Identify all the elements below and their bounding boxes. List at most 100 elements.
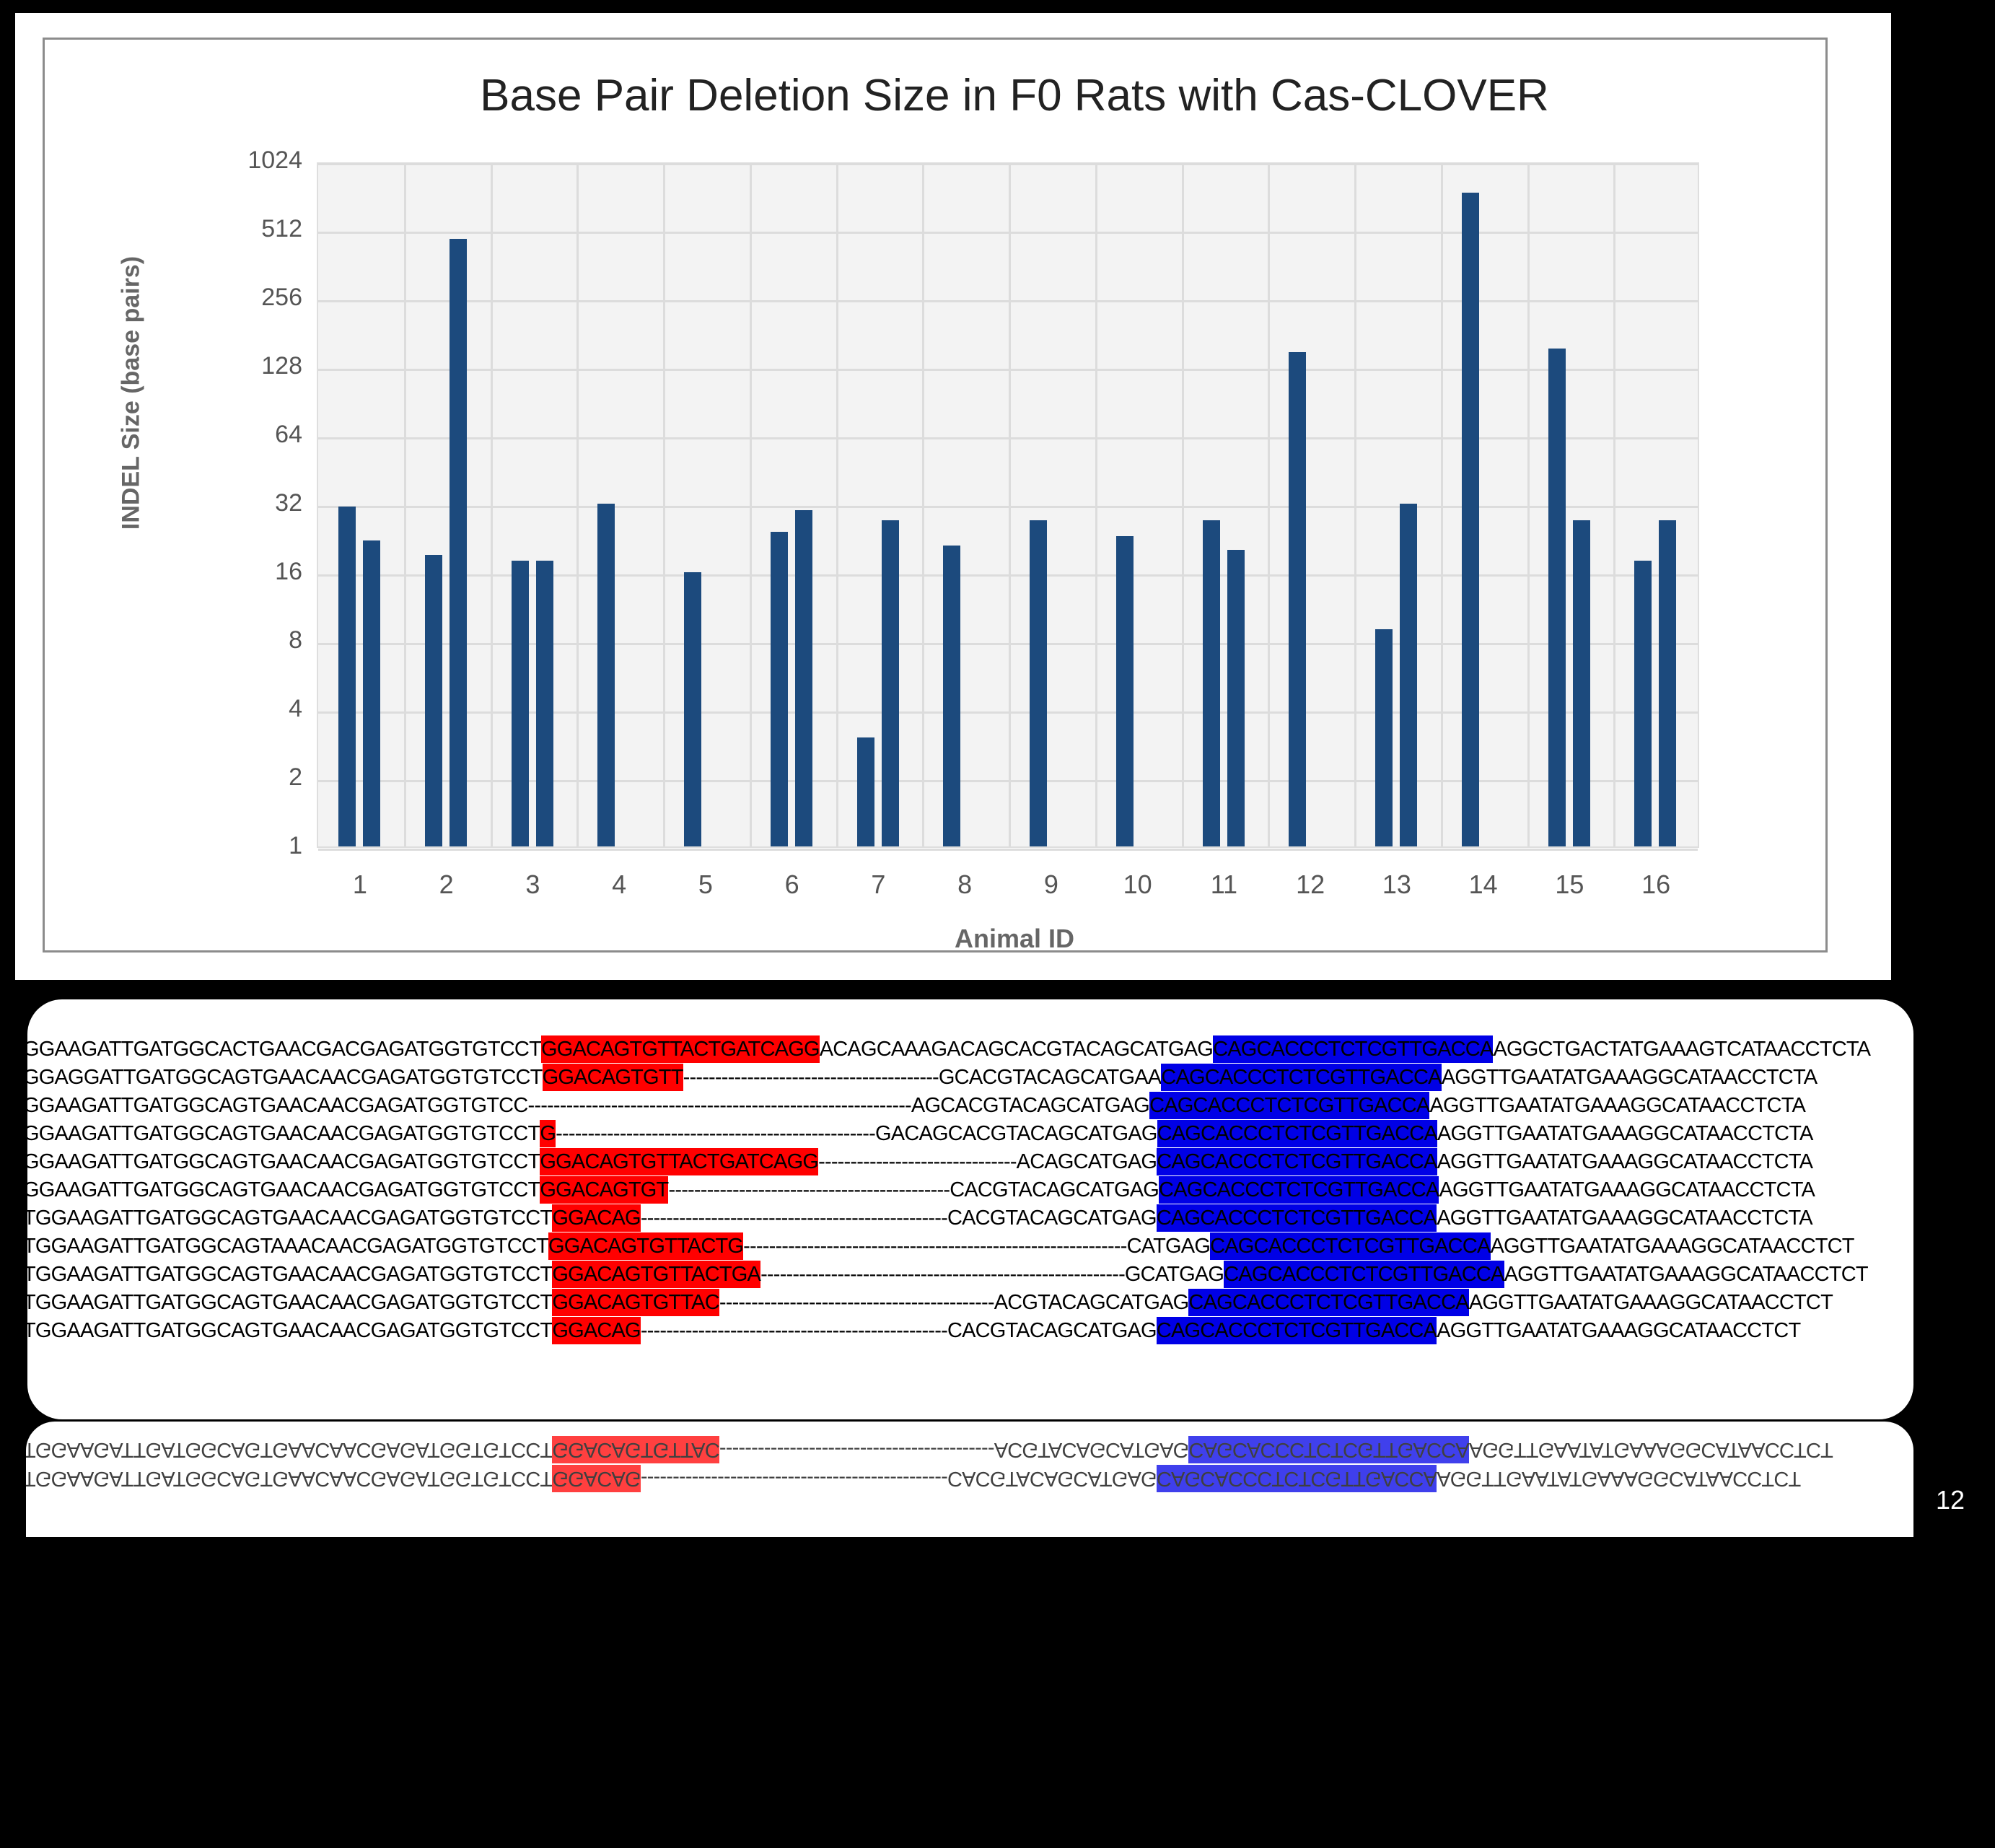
sequence-mid-segment: ----------------------------------------… — [719, 1438, 1189, 1461]
gridline-vertical — [1009, 164, 1011, 846]
y-tick-label: 128 — [261, 352, 302, 380]
sequence-row: TGGAAGATTGATGGCAGTGAACAACGAGATGGTGTCCTGG… — [27, 1261, 1869, 1288]
sequence-row: GGAAGATTGATGGCACTGAACGACGAGATGGTGTCCTGGA… — [27, 1035, 1871, 1063]
sequence-post-segment: AGGTTGAATATGAAAGGCATAACCTCTA — [1437, 1122, 1813, 1145]
sequence-pre-segment: TGGAAGATTGATGGCAGTGAACAACGAGATGGTGTCCT — [27, 1291, 553, 1314]
reflected-rows: TGGAAGATTGATGGCAGTGAACAACGAGATGGTGTCCTGG… — [26, 1422, 1913, 1537]
sequence-pre-segment: TGGAAGATTGATGGCAGTGAACAACGAGATGGTGTCCT — [27, 1207, 553, 1230]
gridline-vertical — [1440, 164, 1443, 846]
sequence-blue-segment: CAGCACCCTCTCGTTGACCA — [1159, 1176, 1439, 1204]
gridline-horizontal — [318, 780, 1698, 782]
gridline-vertical — [663, 164, 665, 846]
bar — [363, 540, 380, 846]
sequence-mid-segment: ----------------------------------------… — [640, 1467, 1157, 1490]
x-tick-label: 16 — [1641, 870, 1671, 899]
sequence-mid-segment: ----------------------------------------… — [683, 1066, 1162, 1089]
bar — [449, 238, 467, 846]
sequence-blue-segment: CAGCACCCTCTCGTTGACCA — [1224, 1261, 1504, 1288]
gridline-vertical — [1268, 164, 1271, 846]
bar — [338, 507, 356, 846]
sequence-row: GGAAGATTGATGGCAGTGAACAACGAGATGGTGTCCTGGA… — [27, 1148, 1813, 1175]
sequence-pre-segment: GGAAGATTGATGGCAGTGAACAACGAGATGGTGTCC — [27, 1094, 528, 1117]
x-tick-label: 4 — [612, 870, 627, 899]
plot-area — [317, 162, 1699, 851]
sequence-blue-segment: CAGCACCCTCTCGTTGACCA — [1188, 1436, 1469, 1463]
bar — [1202, 520, 1220, 846]
bar — [1227, 550, 1245, 846]
sequence-post-segment: AGGTTGAATATGAAAGGCATAACCTCT — [1468, 1291, 1833, 1314]
sequence-pre-segment: TGGAAGATTGATGGCAGTGAACAACGAGATGGTGTCCT — [27, 1263, 553, 1286]
bar — [856, 737, 874, 846]
x-tick-label: 1 — [352, 870, 367, 899]
sequence-mid-segment: ----------------------------------------… — [556, 1122, 1157, 1145]
chart-card: Base Pair Deletion Size in F0 Rats with … — [15, 13, 1891, 980]
gridline-horizontal — [318, 163, 1698, 165]
chart-frame: Base Pair Deletion Size in F0 Rats with … — [43, 38, 1828, 953]
sequence-row: TGGAAGATTGATGGCAGTGAACAACGAGATGGTGTCCTGG… — [26, 1465, 1800, 1492]
sequence-red-segment: GGACAGTGTTAC — [552, 1289, 720, 1316]
bar — [794, 509, 812, 846]
sequence-pre-segment: TGGAAGATTGATGGCAGTGAACAACGAGATGGTGTCCT — [26, 1467, 553, 1490]
gridline-horizontal — [318, 506, 1698, 508]
sequence-row: GGAAGATTGATGGCAGTGAACAACGAGATGGTGTCCTGGA… — [27, 1176, 1815, 1204]
gridline-vertical — [1527, 164, 1530, 846]
sequence-mid-segment: ----------------------------------------… — [640, 1319, 1157, 1342]
sequence-red-segment: GGACAG — [552, 1465, 641, 1492]
sequence-mid-segment: ----------------------------------------… — [640, 1207, 1157, 1230]
sequence-alignment-panel: GGAAGATTGATGGCACTGAACGACGAGATGGTGTCCTGGA… — [27, 999, 1913, 1419]
sequence-pre-segment: GGAAGATTGATGGCAGTGAACAACGAGATGGTGTCCT — [27, 1178, 540, 1201]
y-tick-label: 2 — [289, 763, 302, 791]
y-tick-label: 1 — [289, 832, 302, 859]
sequence-red-segment: GGACAGTGTTACTGA — [552, 1261, 761, 1288]
gridline-horizontal — [318, 849, 1698, 851]
sequence-row: GGAAGATTGATGGCAGTGAACAACGAGATGGTGTCCTG--… — [27, 1120, 1813, 1147]
bar — [684, 572, 701, 846]
bar — [943, 545, 961, 846]
sequence-red-segment: G — [540, 1120, 556, 1147]
x-tick-label: 9 — [1043, 870, 1058, 899]
x-tick-label: 5 — [698, 870, 713, 899]
sequence-blue-segment: CAGCACCCTCTCGTTGACCA — [1210, 1232, 1491, 1260]
sequence-post-segment: AGGCTGACTATGAAAGTCATAACCTCTA — [1493, 1038, 1871, 1061]
bar — [881, 520, 899, 846]
bar — [1461, 193, 1479, 846]
page-number: 12 — [1936, 1485, 1965, 1515]
y-tick-label: 16 — [275, 558, 302, 585]
sequence-mid-segment: ----------------------------------------… — [668, 1178, 1159, 1201]
x-tick-label: 13 — [1382, 870, 1411, 899]
gridline-vertical — [922, 164, 925, 846]
x-tick-label: 10 — [1123, 870, 1152, 899]
sequence-blue-segment: CAGCACCCTCTCGTTGACCA — [1156, 1317, 1437, 1344]
sequence-blue-segment: CAGCACCCTCTCGTTGACCA — [1157, 1148, 1437, 1175]
gridline-horizontal — [318, 369, 1698, 371]
sequence-red-segment: GGACAGTGT — [540, 1176, 669, 1204]
sequence-post-segment: AGGTTGAATATGAAAGGCATAACCTCTA — [1439, 1178, 1815, 1201]
sequence-mid-segment: ----------------------------------------… — [527, 1094, 1150, 1117]
sequence-post-segment: AGGTTGAATATGAAAGGCATAACCTCT — [1468, 1438, 1833, 1461]
bar — [1548, 348, 1566, 846]
sequence-red-segment: GGACAGTGTTACTG — [548, 1232, 744, 1260]
sequence-blue-segment: CAGCACCCTCTCGTTGACCA — [1156, 1204, 1437, 1232]
sequence-blue-segment: CAGCACCCTCTCGTTGACCA — [1149, 1092, 1430, 1119]
sequence-pre-segment: GGAAGATTGATGGCAGTGAACAACGAGATGGTGTCCT — [27, 1122, 540, 1145]
sequence-mid-segment: ----------------------------------------… — [743, 1235, 1211, 1258]
y-tick-label: 256 — [261, 284, 302, 311]
bar — [1289, 352, 1307, 846]
gridline-horizontal — [318, 437, 1698, 439]
sequence-pre-segment: TGGAAGATTGATGGCAGTAAACAACGAGATGGTGTCCT — [27, 1235, 549, 1258]
sequence-post-segment: AGGTTGAATATGAAAGGCATAACCTCTA — [1437, 1150, 1813, 1173]
bar — [1572, 520, 1590, 846]
sequence-red-segment: GGACAGTGTTACTGATCAGG — [540, 1148, 819, 1175]
sequence-red-segment: GGACAGTGTTACTGATCAGG — [541, 1035, 820, 1063]
sequence-mid-segment: ACAGCAAAGACAGCACGTACAGCATGAG — [819, 1038, 1214, 1061]
gridline-horizontal — [318, 300, 1698, 302]
bar — [511, 560, 529, 846]
sequence-mid-segment: ----------------------------------------… — [719, 1291, 1189, 1314]
sequence-row: GGAAGATTGATGGCAGTGAACAACGAGATGGTGTCC----… — [27, 1092, 1806, 1119]
gridline-vertical — [1181, 164, 1184, 846]
y-tick-label: 1024 — [247, 146, 302, 174]
sequence-mid-segment: ----------------------------------------… — [760, 1263, 1224, 1286]
bar — [770, 532, 788, 846]
sequence-pre-segment: GGAAGATTGATGGCACTGAACGACGAGATGGTGTCCT — [27, 1038, 542, 1061]
x-axis-label: Animal ID — [954, 924, 1075, 953]
